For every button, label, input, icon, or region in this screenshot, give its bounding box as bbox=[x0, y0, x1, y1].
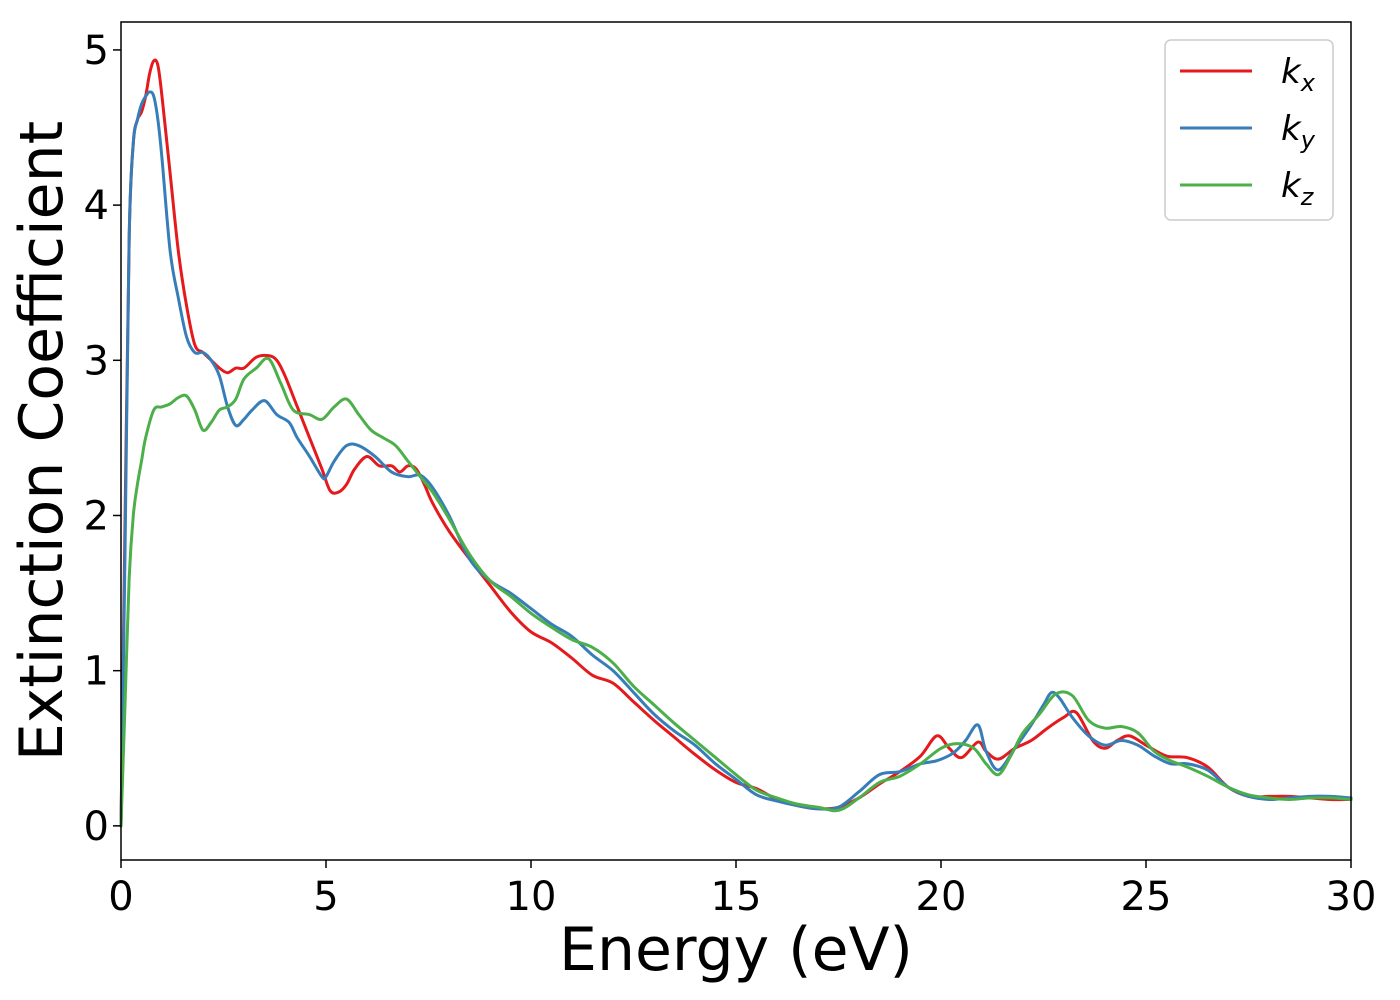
x-tick-label: 10 bbox=[506, 874, 557, 920]
y-tick-label: 0 bbox=[84, 804, 109, 850]
x-axis-ticks: 0 5 10 15 20 25 30 bbox=[108, 860, 1376, 920]
series-line-x bbox=[119, 58, 1353, 828]
series-line-z bbox=[119, 356, 1353, 828]
x-axis-title: Energy (eV) bbox=[559, 915, 913, 985]
series-layer bbox=[119, 58, 1353, 828]
x-tick-label: 25 bbox=[1121, 874, 1172, 920]
series-line-y bbox=[119, 90, 1353, 828]
x-tick-label: 0 bbox=[108, 874, 133, 920]
legend-box bbox=[1164, 39, 1334, 221]
legend-label-y: ky bbox=[1281, 109, 1316, 154]
y-tick-label: 3 bbox=[84, 338, 109, 384]
y-tick-label: 4 bbox=[84, 183, 109, 229]
x-tick-label: 30 bbox=[1326, 874, 1377, 920]
y-tick-label: 1 bbox=[84, 649, 109, 695]
y-tick-label: 2 bbox=[84, 493, 109, 539]
x-tick-label: 15 bbox=[711, 874, 762, 920]
legend-label-x: kx bbox=[1281, 52, 1316, 97]
y-axis-title: Extinction Coefficient bbox=[7, 121, 77, 761]
y-tick-label: 5 bbox=[84, 28, 109, 74]
legend-label-z: kz bbox=[1281, 166, 1315, 211]
legend: kx ky kz bbox=[1164, 39, 1334, 221]
y-axis-ticks: 0 1 2 3 4 5 bbox=[84, 28, 121, 850]
x-tick-label: 5 bbox=[313, 874, 338, 920]
x-tick-label: 20 bbox=[916, 874, 967, 920]
